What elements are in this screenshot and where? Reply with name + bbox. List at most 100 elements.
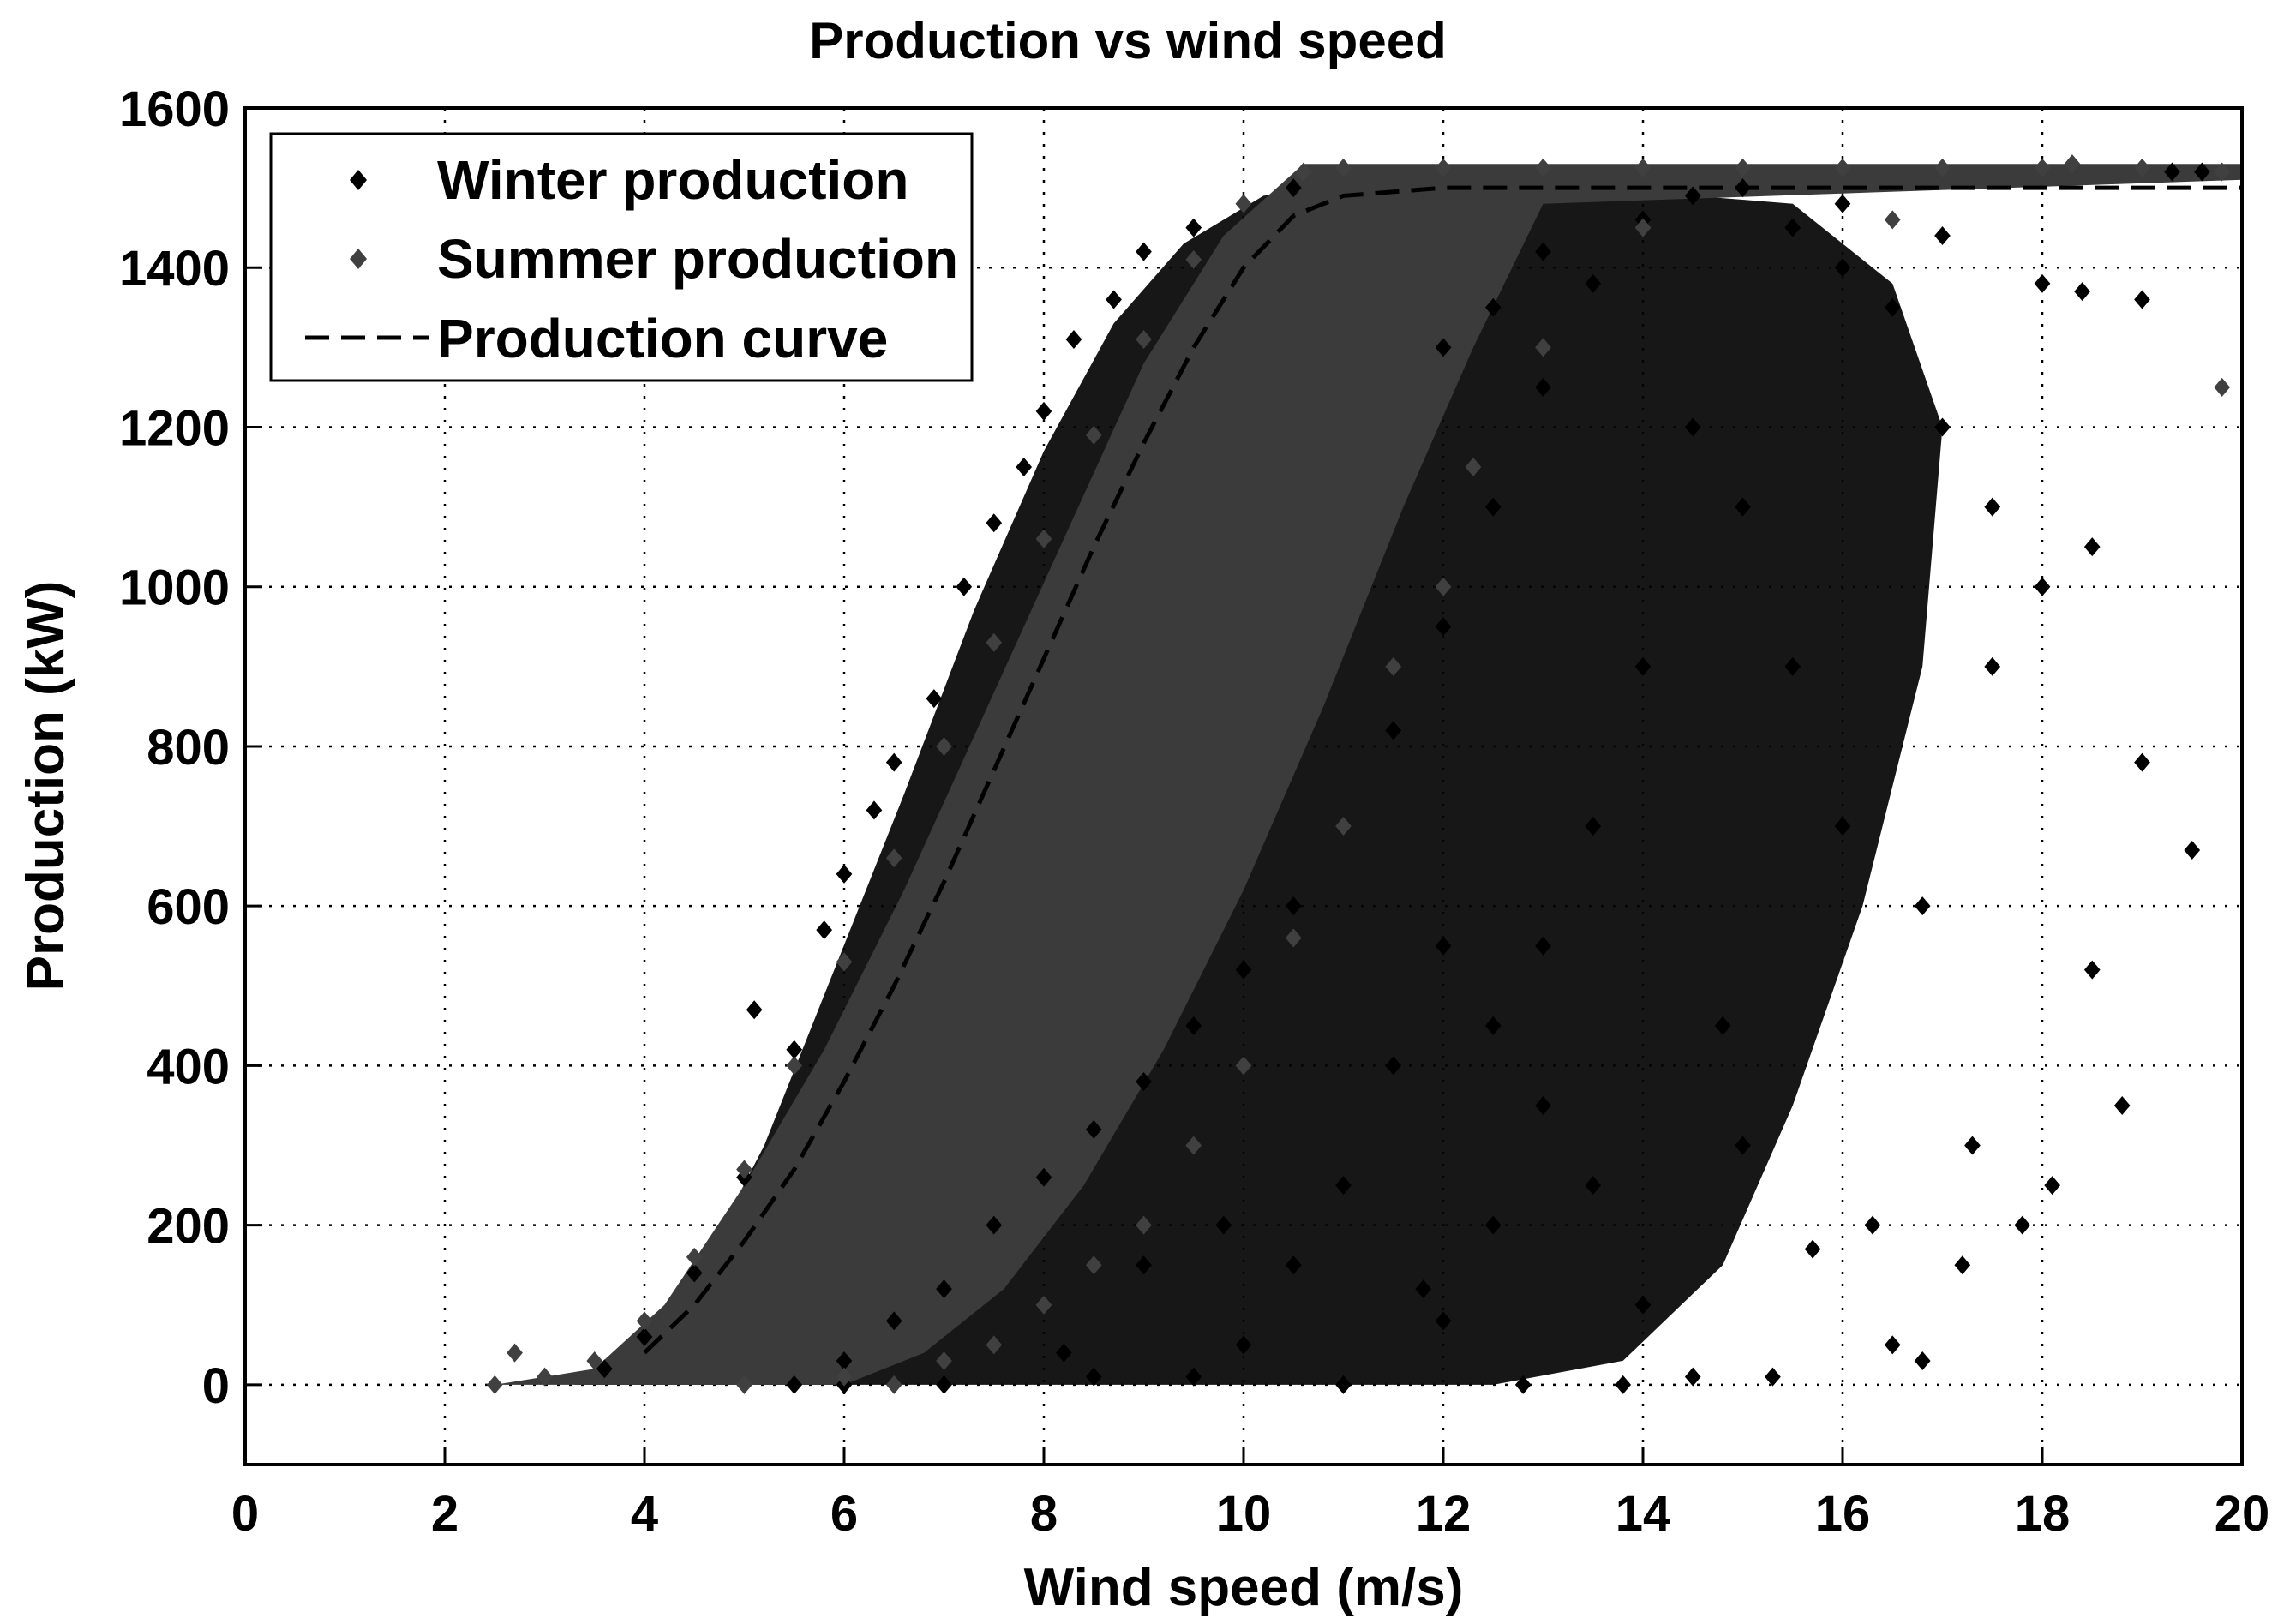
winter-point xyxy=(2083,537,2101,557)
y-tick-label: 800 xyxy=(147,720,230,776)
winter-point xyxy=(1136,242,1152,261)
winter-point xyxy=(1415,1279,1432,1299)
winter-point xyxy=(866,800,883,820)
summer-point xyxy=(686,1247,703,1267)
y-tick-label: 1000 xyxy=(119,560,230,616)
winter-point xyxy=(1065,330,1082,350)
winter-point xyxy=(1684,1367,1701,1387)
winter-point xyxy=(1535,377,1551,397)
winter-point xyxy=(926,689,943,709)
summer-point xyxy=(836,952,853,972)
winter-point xyxy=(2184,840,2201,860)
legend-label-winter: Winter production xyxy=(437,149,908,211)
summer-point xyxy=(1634,218,1652,237)
y-axis-label: Production (kW) xyxy=(16,581,75,992)
x-tick-label: 2 xyxy=(431,1486,459,1542)
y-axis-ticks: 0 200 400 600 800 1000 1200 1400 1600 xyxy=(119,81,262,1414)
winter-point xyxy=(1235,960,1252,980)
y-tick-label: 600 xyxy=(147,879,230,935)
summer-density-band xyxy=(495,164,2242,1385)
summer-point xyxy=(1035,529,1052,548)
production-curve-line xyxy=(643,185,2242,1355)
winter-point xyxy=(1834,258,1851,278)
winter-point xyxy=(1215,1215,1232,1235)
winter-point xyxy=(1714,1016,1731,1035)
summer-point xyxy=(836,1367,853,1387)
winter-point xyxy=(1735,1136,1751,1155)
winter-point xyxy=(1765,1367,1781,1387)
winter-point xyxy=(1984,497,2001,517)
winter-point xyxy=(1055,1343,1072,1363)
summer-point xyxy=(986,1335,1003,1355)
summer-point xyxy=(1634,158,1652,177)
winter-point xyxy=(1934,225,1951,245)
summer-point xyxy=(507,1343,523,1363)
winter-point xyxy=(1684,186,1701,206)
summer-point xyxy=(1085,1255,1102,1275)
winter-point xyxy=(1035,1167,1052,1187)
winter-point xyxy=(746,1000,763,1020)
x-tick-label: 18 xyxy=(2015,1486,2071,1542)
winter-point xyxy=(1784,218,1801,237)
legend-label-production-curve: Production curve xyxy=(437,308,888,369)
winter-point xyxy=(1435,338,1452,357)
summer-point xyxy=(736,1375,752,1394)
winter-point xyxy=(2113,1095,2131,1115)
winter-point xyxy=(1335,1375,1352,1394)
winter-point xyxy=(986,1215,1003,1235)
y-tick-label: 200 xyxy=(147,1199,230,1255)
summer-point xyxy=(2214,162,2231,182)
winter-point xyxy=(1984,656,2001,676)
winter-point xyxy=(2134,752,2150,772)
winter-point xyxy=(1106,290,1122,309)
winter-point xyxy=(1735,497,1751,517)
summer-point xyxy=(736,1160,752,1179)
summer-point xyxy=(885,1375,902,1394)
summer-point xyxy=(486,1375,503,1394)
winter-point xyxy=(2134,290,2150,309)
x-tick-label: 20 xyxy=(2215,1486,2270,1542)
winter-point xyxy=(2074,282,2090,302)
x-tick-label: 10 xyxy=(1216,1486,1272,1542)
winter-point xyxy=(1834,817,1851,836)
winter-point xyxy=(596,1359,613,1379)
winter-point xyxy=(1235,1335,1252,1355)
x-tick-label: 0 xyxy=(231,1486,259,1542)
summer-point xyxy=(936,1351,952,1370)
summer-point xyxy=(1535,338,1551,357)
summer-point xyxy=(586,1351,603,1370)
winter-point xyxy=(1285,896,1302,916)
winter-point xyxy=(936,1375,952,1394)
chart-title: Production vs wind speed xyxy=(809,12,1446,69)
winter-point xyxy=(636,1327,653,1347)
winter-point xyxy=(1385,721,1402,740)
winter-point xyxy=(786,1040,803,1059)
summer-point xyxy=(1934,158,1951,177)
winter-point xyxy=(1484,1215,1502,1235)
winter-point xyxy=(1085,1119,1102,1139)
winter-point xyxy=(1585,1176,1602,1196)
winter-point xyxy=(1385,1056,1402,1076)
summer-point xyxy=(1884,210,1901,230)
legend-marker-winter xyxy=(350,170,367,190)
summer-point xyxy=(1185,249,1202,269)
summer-point xyxy=(885,848,902,868)
winter-point xyxy=(2034,273,2051,293)
winter-point xyxy=(1185,218,1202,237)
summer-point xyxy=(1335,817,1352,836)
winter-point xyxy=(1585,273,1602,293)
winter-point xyxy=(1884,297,1901,317)
x-tick-label: 12 xyxy=(1416,1486,1472,1542)
winter-point xyxy=(1136,1072,1152,1092)
summer-point xyxy=(2134,158,2150,177)
winter-point xyxy=(986,513,1003,533)
summer-point xyxy=(936,736,952,756)
data-marks xyxy=(486,154,2242,1394)
winter-point xyxy=(1804,1239,1821,1259)
winter-point xyxy=(1684,417,1701,437)
summer-point xyxy=(786,1056,803,1076)
winter-point xyxy=(1016,458,1033,477)
winter-point xyxy=(2044,1176,2060,1196)
winter-point xyxy=(686,1263,703,1283)
